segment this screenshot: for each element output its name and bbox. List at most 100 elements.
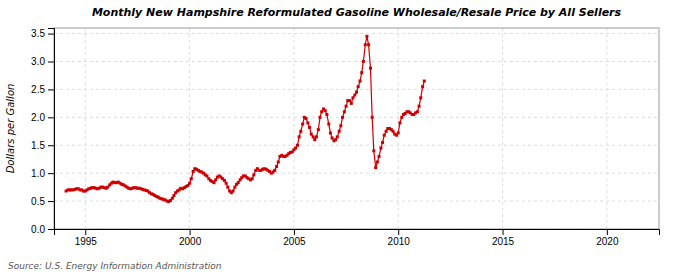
- data-point: [398, 121, 401, 124]
- data-point: [331, 136, 334, 139]
- data-point: [171, 197, 174, 200]
- data-point: [223, 179, 226, 182]
- data-point: [360, 71, 363, 74]
- data-point: [318, 116, 321, 119]
- x-tick-label: 2010: [388, 236, 411, 247]
- x-tick: 2015: [492, 229, 515, 247]
- x-axis: 199520002005201020152020: [55, 229, 660, 247]
- y-tick-label: 3.5: [31, 28, 45, 39]
- grid: [54, 28, 659, 229]
- y-tick-label: 3.0: [31, 56, 45, 67]
- y-grid-line: [54, 117, 659, 118]
- data-point: [305, 117, 308, 120]
- data-point: [338, 130, 341, 133]
- data-point: [273, 169, 276, 172]
- y-tick: 3.0: [31, 56, 54, 67]
- data-point: [365, 35, 368, 38]
- data-point: [341, 116, 344, 119]
- y-axis-line: [48, 29, 55, 230]
- data-point: [192, 170, 195, 173]
- x-tick-mark: [503, 229, 504, 235]
- x-tick-label: 2015: [492, 236, 515, 247]
- y-grid-line: [54, 201, 659, 202]
- data-point: [190, 177, 193, 180]
- y-tick-label: 1.0: [31, 168, 45, 179]
- data-point: [336, 135, 339, 138]
- y-grid-line: [54, 89, 659, 90]
- data-point: [359, 80, 362, 83]
- plot-frame: [54, 28, 659, 229]
- data-point: [372, 149, 375, 152]
- data-point: [371, 116, 374, 119]
- x-grid-line: [189, 28, 190, 229]
- data-point: [423, 80, 426, 83]
- y-tick-mark: [48, 34, 54, 35]
- y-axis: 0.00.51.01.52.02.53.03.5: [31, 28, 54, 234]
- chart-title: Monthly New Hampshire Reformulated Gasol…: [92, 6, 622, 19]
- y-grid-line: [54, 33, 659, 34]
- source-note: Source: U.S. Energy Information Administ…: [8, 261, 222, 271]
- data-point: [214, 178, 217, 181]
- y-tick-mark: [48, 229, 54, 230]
- y-grid-line: [54, 61, 659, 62]
- y-tick-mark: [48, 173, 54, 174]
- chart-svg: 1995200020052010201520200.00.51.01.52.02…: [0, 0, 675, 275]
- data-point: [327, 123, 330, 126]
- y-tick: 1.5: [31, 140, 54, 151]
- data-point: [324, 109, 327, 112]
- y-tick-mark: [48, 62, 54, 63]
- y-tick-label: 2.0: [31, 112, 45, 123]
- x-grid-line: [502, 28, 503, 229]
- data-point: [237, 181, 240, 184]
- data-point: [381, 141, 384, 144]
- data-point: [308, 126, 311, 129]
- data-point: [355, 91, 358, 94]
- data-point: [378, 155, 381, 158]
- y-tick: 2.0: [31, 112, 54, 123]
- x-grid-line: [606, 28, 607, 229]
- y-tick-mark: [48, 89, 54, 90]
- data-point: [351, 96, 354, 99]
- y-tick-mark: [48, 201, 54, 202]
- data-point: [329, 131, 332, 134]
- plot-area: [65, 35, 426, 203]
- data-point: [343, 110, 346, 113]
- data-point: [334, 138, 337, 141]
- data-point: [231, 190, 234, 193]
- y-tick: 3.5: [31, 28, 54, 39]
- data-point: [312, 135, 315, 138]
- data-point: [367, 43, 370, 46]
- x-tick: 2010: [388, 229, 411, 247]
- data-point: [383, 134, 386, 137]
- y-grid-line: [54, 145, 659, 146]
- data-point: [339, 124, 342, 127]
- data-point: [299, 130, 302, 133]
- data-point: [362, 60, 365, 63]
- data-point: [213, 181, 216, 184]
- x-tick-label: 1995: [75, 236, 98, 247]
- data-point: [252, 173, 255, 176]
- data-point: [188, 182, 191, 185]
- data-point: [277, 161, 280, 164]
- y-tick-label: 1.5: [31, 140, 45, 151]
- data-point: [374, 166, 377, 169]
- y-tick: 0.5: [31, 196, 54, 207]
- y-tick-mark: [48, 117, 54, 118]
- data-point: [397, 131, 400, 134]
- x-grid-line: [85, 28, 86, 229]
- x-tick-mark: [294, 229, 295, 235]
- y-tick-label: 2.5: [31, 84, 45, 95]
- data-point: [251, 177, 254, 180]
- data-point: [172, 194, 175, 197]
- data-point: [419, 96, 422, 99]
- data-point: [369, 67, 372, 70]
- data-point: [294, 147, 297, 150]
- data-point: [392, 130, 395, 133]
- x-tick-mark: [85, 229, 86, 235]
- y-tick-label: 0.5: [31, 196, 45, 207]
- data-point: [306, 121, 309, 124]
- data-point: [298, 135, 301, 138]
- data-point: [379, 147, 382, 150]
- x-tick-label: 2005: [283, 236, 306, 247]
- y-tick: 2.5: [31, 84, 54, 95]
